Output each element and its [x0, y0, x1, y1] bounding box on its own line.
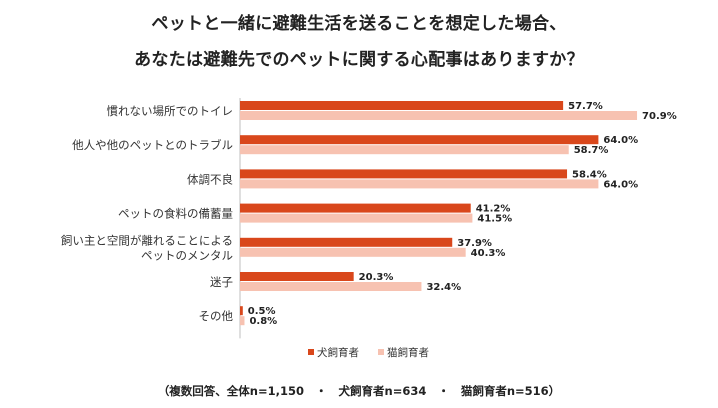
- sample-size-footnote: （複数回答、全体n=1,150 ・ 犬飼育者n=634 ・ 猫飼育者n=516）: [157, 384, 561, 398]
- bar-dog-4: [240, 237, 453, 247]
- data-label-dog-5: 20.3%: [359, 272, 394, 283]
- category-label-5: 迷子: [210, 275, 233, 289]
- bar-dog-1: [240, 135, 599, 145]
- legend-label-cat: 猫飼育者: [387, 346, 429, 359]
- bar-dog-6: [240, 306, 243, 316]
- data-label-dog-6: 0.5%: [248, 306, 276, 317]
- bar-cat-1: [240, 145, 569, 155]
- data-label-dog-4: 37.9%: [457, 238, 492, 249]
- category-label-0: 慣れない場所でのトイレ: [107, 104, 234, 118]
- data-label-dog-1: 64.0%: [603, 135, 638, 146]
- data-label-dog-0: 57.7%: [568, 101, 603, 112]
- data-label-cat-5: 32.4%: [426, 282, 461, 293]
- bar-dog-3: [240, 203, 471, 213]
- category-label-6: その他: [199, 309, 234, 323]
- category-label-4-line0: 飼い主と空間が離れることによる: [61, 233, 233, 247]
- bar-cat-3: [240, 213, 473, 223]
- category-label-1: 他人や他のペットとのトラブル: [72, 138, 233, 152]
- bar-dog-5: [240, 272, 354, 281]
- data-label-cat-6: 0.8%: [249, 316, 277, 327]
- chart-title-line2: あなたは避難先でのペットに関する心配事はありますか？: [134, 50, 584, 70]
- bar-cat-6: [240, 316, 245, 326]
- data-label-cat-1: 58.7%: [574, 145, 609, 156]
- bar-cat-2: [240, 179, 599, 189]
- data-label-dog-3: 41.2%: [476, 204, 511, 215]
- bar-cat-4: [240, 247, 466, 257]
- category-label-4-line1: ペットのメンタル: [141, 248, 233, 262]
- data-label-cat-0: 70.9%: [642, 111, 677, 122]
- data-label-dog-2: 58.4%: [572, 169, 607, 180]
- data-label-cat-3: 41.5%: [477, 214, 512, 225]
- bar-cat-0: [240, 111, 638, 120]
- data-label-cat-4: 40.3%: [471, 248, 506, 259]
- category-label-2: 体調不良: [187, 172, 233, 186]
- legend-swatch-dog: [308, 349, 314, 355]
- chart-title-line1: ペットと一緒に避難生活を送ることを想定した場合、: [151, 14, 567, 34]
- legend-swatch-cat: [378, 349, 384, 355]
- bar-cat-5: [240, 282, 422, 291]
- category-label-3: ペットの食料の備蓄量: [118, 207, 233, 221]
- data-label-cat-2: 64.0%: [603, 179, 638, 190]
- bar-dog-0: [240, 101, 564, 110]
- bar-dog-2: [240, 169, 568, 179]
- legend-label-dog: 犬飼育者: [317, 346, 359, 359]
